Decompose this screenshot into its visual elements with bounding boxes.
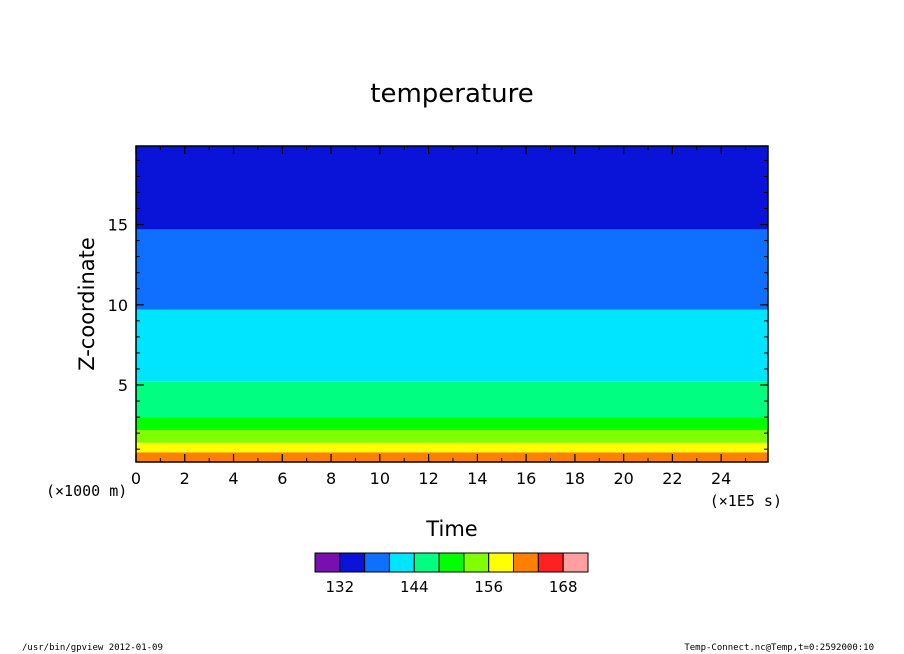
colorbar-cell: [388, 552, 415, 573]
x-tick-label: 12: [418, 469, 438, 488]
colorbar-cell: [463, 552, 490, 573]
x-axis: 0 2 4 6 8 10 12 14 16 18 20 22 24: [131, 146, 747, 488]
heatmap-band-0: [136, 452, 768, 462]
colorbar-label: 144: [400, 578, 429, 596]
colorbar-cell: [513, 552, 539, 573]
x-tick-label: 22: [662, 469, 682, 488]
y-tick-label: 5: [118, 376, 128, 395]
colorbar-label: 156: [474, 578, 503, 596]
x-tick-label: 14: [467, 469, 487, 488]
x-axis-label: Time: [425, 517, 477, 541]
y-tick-label: 15: [108, 216, 128, 235]
colorbar-cell: [364, 552, 390, 573]
heatmap-band-7: [136, 146, 768, 230]
plot-frame: [135, 145, 769, 463]
x-tick-label: 18: [565, 469, 585, 488]
x-tick-label: 0: [131, 469, 141, 488]
x-scale-label: (×1E5 s): [710, 492, 782, 510]
heatmap-band-4: [136, 381, 768, 418]
colorbar-label: 168: [549, 578, 578, 596]
x-tick-label: 16: [516, 469, 536, 488]
x-tick-label: 2: [180, 469, 190, 488]
colorbar-label: 132: [325, 578, 354, 596]
y-axis-label: Z-coordinate: [75, 237, 99, 371]
colorbar-cell: [438, 552, 465, 573]
colorbar-cell: [339, 552, 366, 573]
colorbar-cell: [562, 552, 589, 573]
x-tick-label: 4: [228, 469, 238, 488]
y-scale-label: (×1000 m): [46, 482, 127, 500]
colorbar-cell: [488, 552, 515, 573]
footer-left: /usr/bin/gpview 2012-01-09: [22, 643, 163, 653]
heatmap-band-1: [136, 442, 768, 453]
y-tick-label: 10: [108, 296, 128, 315]
x-tick-label: 20: [613, 469, 633, 488]
colorbar-cell: [413, 552, 440, 573]
y-axis: 5 10 15: [108, 159, 768, 450]
heatmap-band-5: [136, 309, 768, 382]
x-tick-label: 10: [370, 469, 390, 488]
colorbar-cell: [314, 552, 341, 573]
colorbar: 132 144 156 168: [314, 552, 589, 596]
x-tick-label: 24: [711, 469, 731, 488]
footer-right: Temp-Connect.nc@Temp,t=0:2592000:10: [684, 643, 874, 653]
plot-area: [136, 146, 768, 462]
x-tick-label: 8: [326, 469, 336, 488]
heatmap-band-6: [136, 229, 768, 310]
heatmap-band-3: [136, 417, 768, 430]
heatmap-band-2: [136, 429, 768, 443]
chart-title: temperature: [370, 79, 533, 109]
x-tick-label: 6: [277, 469, 287, 488]
colorbar-cell: [537, 552, 564, 573]
